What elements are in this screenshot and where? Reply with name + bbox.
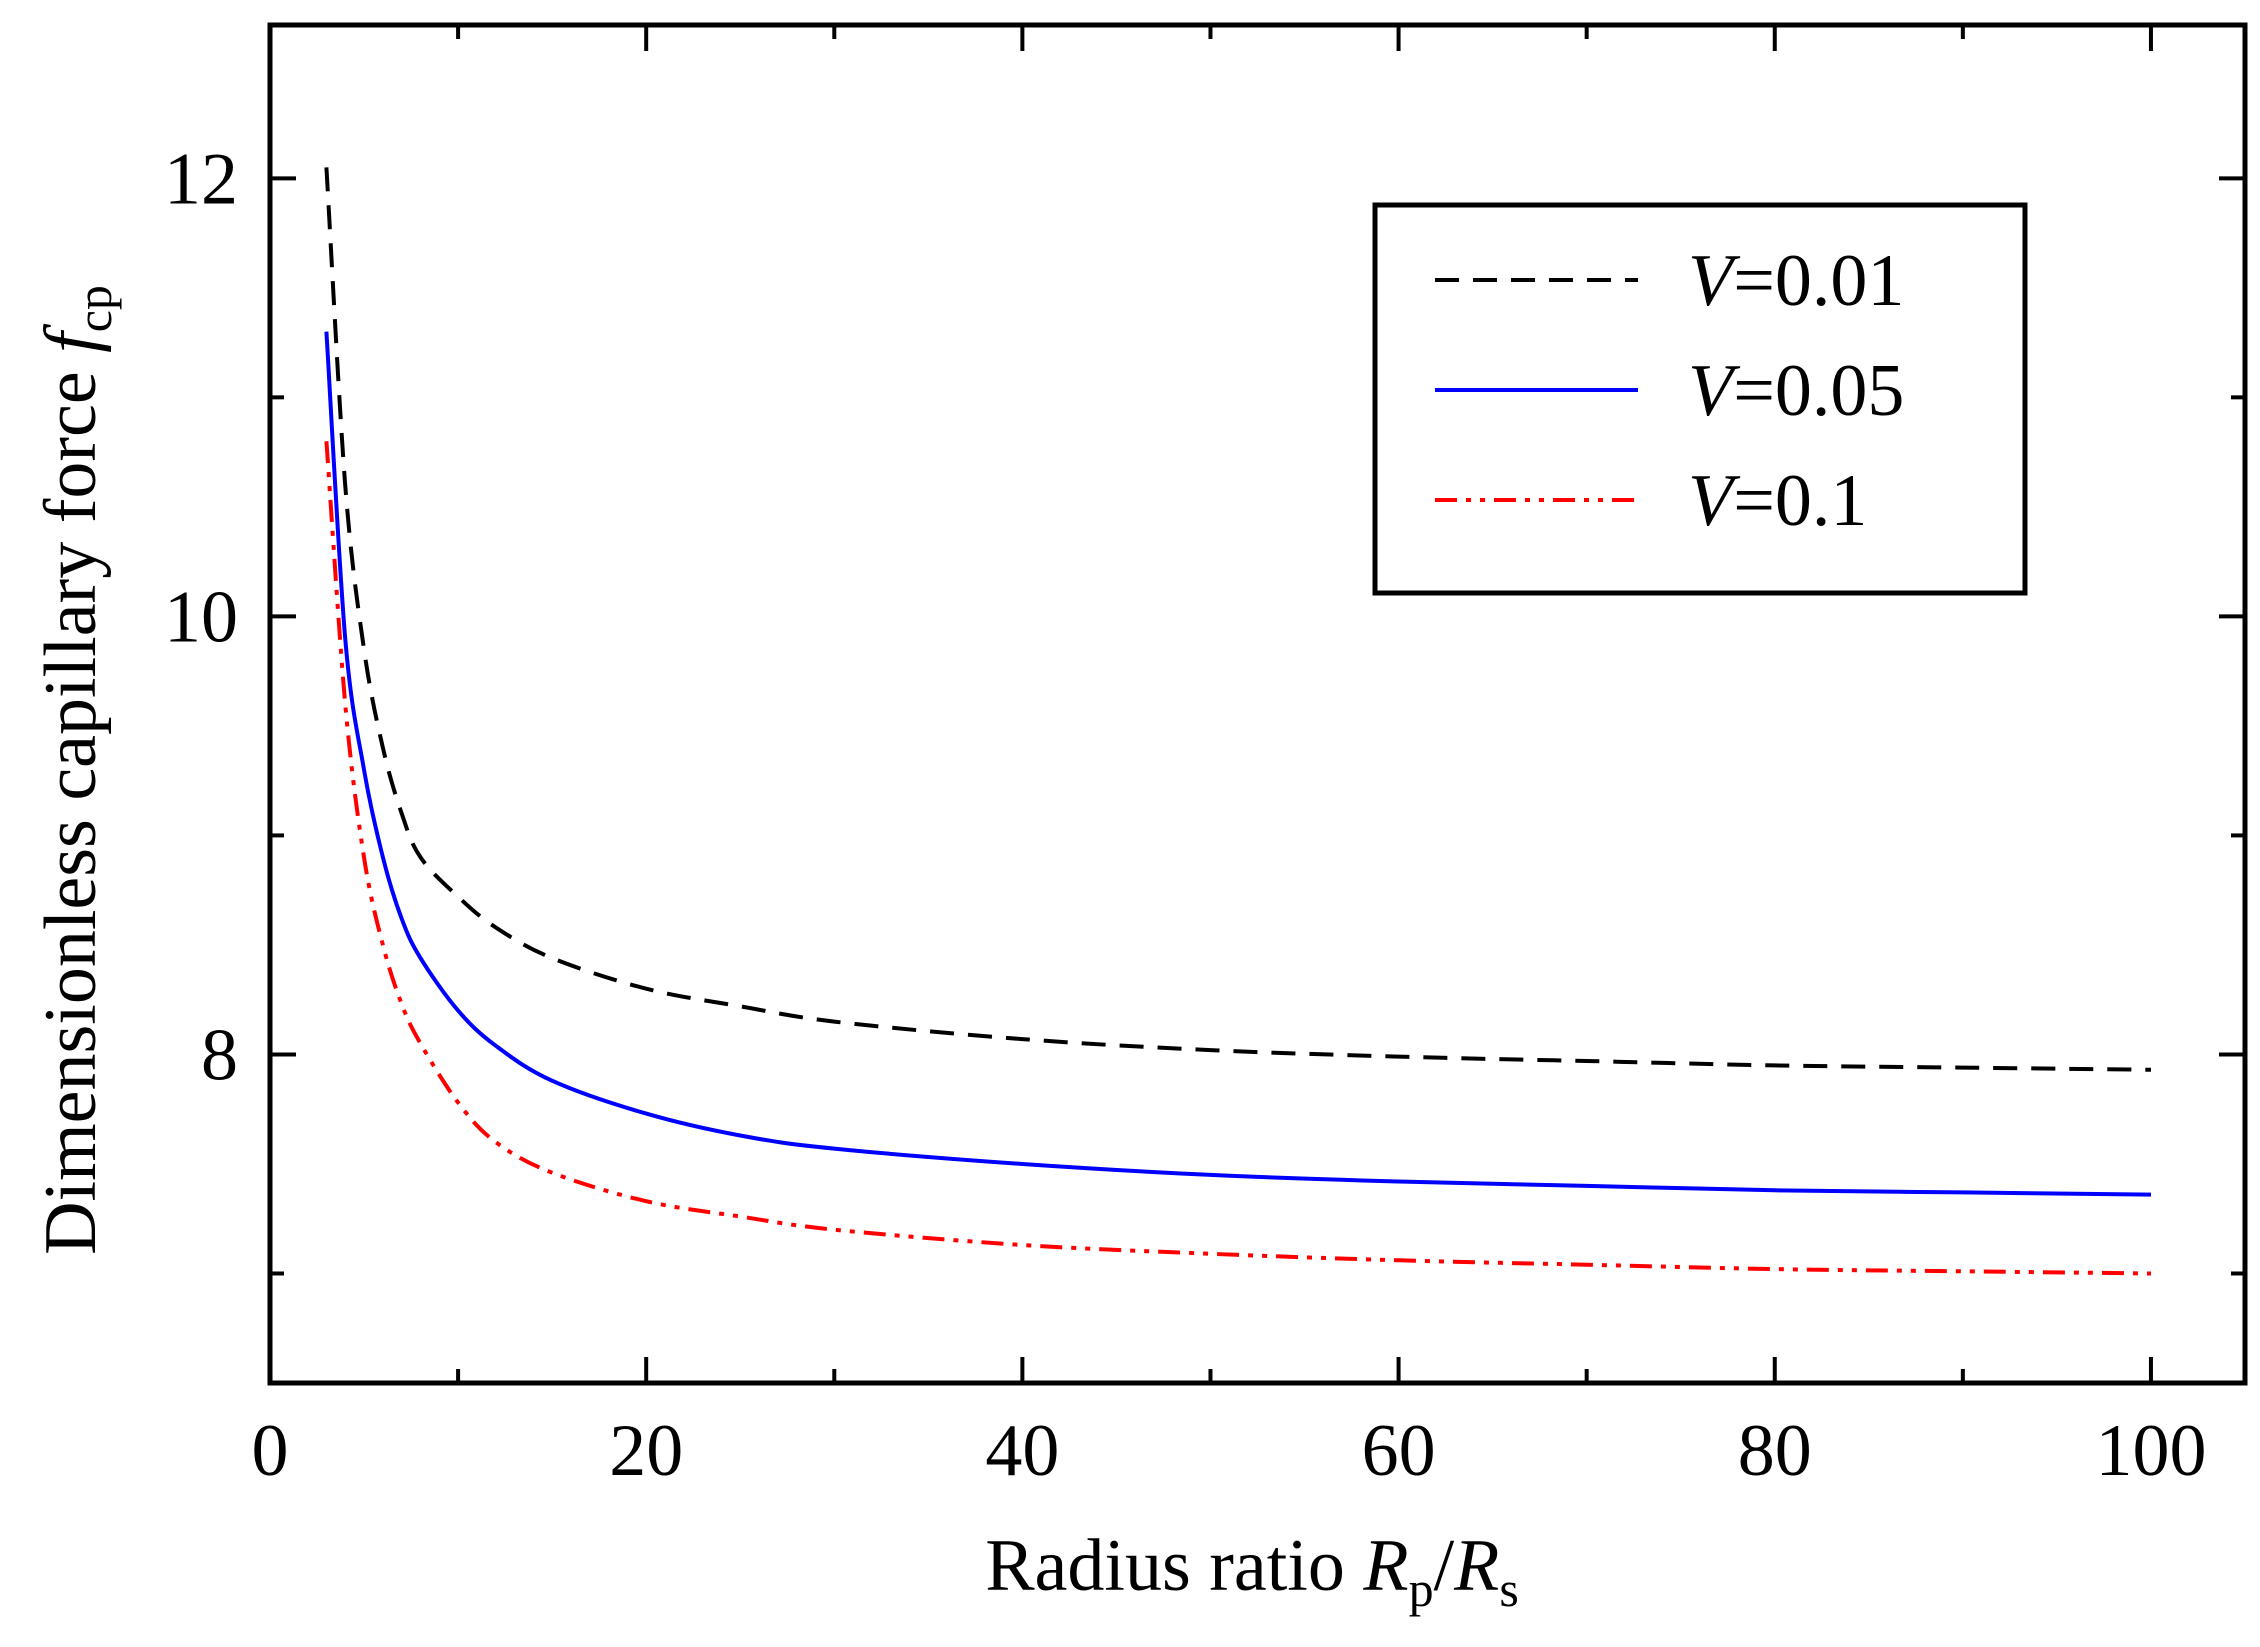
x-tick-label: 80	[1738, 1410, 1812, 1492]
y-axis-title: Dimensionless capillary force fcp	[30, 285, 122, 1255]
x-axis-var-rs: R	[1453, 1525, 1499, 1607]
legend: V=0.01 V=0.05 V=0.1	[1372, 202, 2028, 596]
x-tick-label: 100	[2095, 1410, 2206, 1492]
y-tick-label: 10	[164, 576, 238, 658]
x-tick-label: 20	[609, 1410, 683, 1492]
x-tick-label: 40	[985, 1410, 1059, 1492]
y-axis-title-prefix: Dimensionless capillary force	[30, 353, 112, 1255]
legend-var-v001: V	[1688, 240, 1741, 322]
tick-labels: 0 20 40 60 80 100 8 10 12	[164, 138, 2206, 1492]
y-axis-sub-cp: cp	[66, 285, 122, 332]
legend-var-v005: V	[1688, 350, 1741, 432]
legend-label-v001: V=0.01	[1688, 240, 1904, 322]
x-tick-label: 60	[1362, 1410, 1436, 1492]
x-tick-label: 0	[252, 1410, 289, 1492]
series-line-1	[324, 331, 2152, 1197]
legend-value-v001: =0.01	[1733, 240, 1904, 322]
x-axis-slash: /	[1434, 1525, 1455, 1607]
legend-value-v005: =0.05	[1733, 350, 1904, 432]
data-series	[324, 167, 2152, 1276]
series-line-0	[324, 167, 2152, 1072]
series-line-2	[324, 441, 2152, 1276]
legend-label-v01: V=0.1	[1688, 460, 1867, 542]
plot-frame	[267, 22, 2248, 1386]
x-axis-sub-p: p	[1409, 1561, 1434, 1617]
x-axis-title-prefix: Radius ratio	[985, 1525, 1363, 1607]
legend-box	[1372, 202, 2028, 596]
legend-label-v005: V=0.05	[1688, 350, 1904, 432]
y-tick-label: 12	[164, 138, 238, 220]
x-axis-title: Radius ratio Rp/Rs	[985, 1525, 1519, 1617]
x-axis-sub-s: s	[1499, 1561, 1518, 1617]
legend-var-v01: V	[1688, 460, 1741, 542]
y-tick-label: 8	[201, 1014, 238, 1096]
x-axis-var-rp: R	[1362, 1525, 1408, 1607]
legend-value-v01: =0.1	[1733, 460, 1867, 542]
